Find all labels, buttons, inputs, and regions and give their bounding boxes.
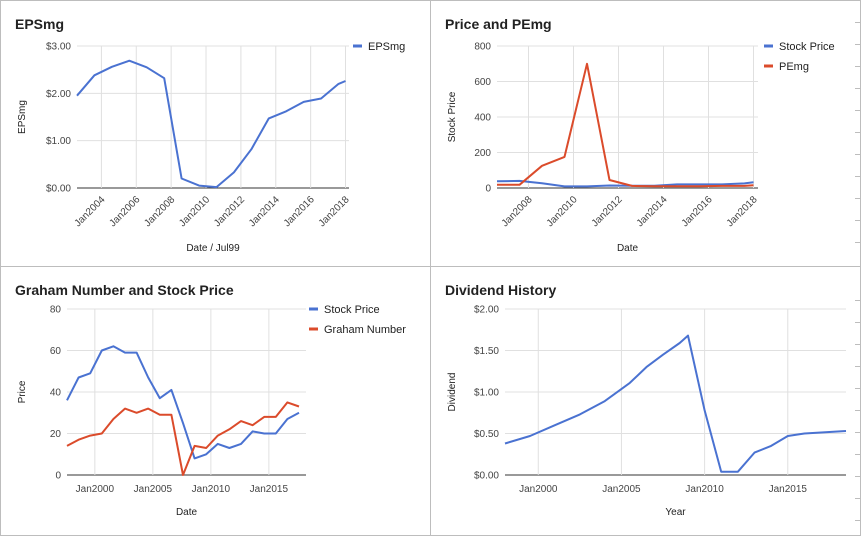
- edge-divider: [855, 300, 861, 301]
- x-tick-label: Jan2010: [545, 194, 580, 229]
- series-line-dividend: [504, 334, 847, 473]
- x-axis-label: Date: [617, 243, 639, 254]
- edge-divider: [855, 176, 861, 177]
- legend-label: Stock Price: [779, 41, 835, 53]
- y-axis-label: EPSmg: [17, 100, 28, 134]
- y-tick-label: $0.00: [46, 184, 71, 195]
- y-tick-label: 80: [50, 305, 62, 316]
- edge-divider: [855, 454, 861, 455]
- y-tick-label: $3.00: [46, 42, 71, 53]
- y-tick-label: 600: [474, 77, 491, 88]
- x-tick-label: Jan2014: [635, 194, 670, 229]
- y-tick-label: $1.00: [46, 136, 71, 147]
- edge-divider: [855, 22, 861, 23]
- edge-divider: [855, 110, 861, 111]
- edge-divider: [855, 520, 861, 521]
- edge-divider: [855, 242, 861, 243]
- y-tick-label: $0.00: [474, 471, 499, 482]
- edge-divider: [855, 388, 861, 389]
- y-tick-label: 0: [485, 184, 491, 195]
- y-tick-label: 40: [50, 388, 62, 399]
- y-tick-label: 800: [474, 42, 491, 53]
- edge-divider: [855, 410, 861, 411]
- chart-svg: Dividend History $0.00 $0.50 $1.00 $1.50 $2.0…: [445, 282, 847, 518]
- series-line-pemg: [497, 62, 754, 188]
- chart-svg: Graham Number and Stock Price 0 20 40 60 80 Ja…: [15, 282, 406, 518]
- edge-divider: [855, 366, 861, 367]
- x-tick-label: Jan2010: [177, 194, 212, 229]
- legend-label: EPSmg: [368, 41, 405, 53]
- y-axis-label: Dividend: [447, 373, 458, 412]
- y-axis-label: Stock Price: [447, 91, 458, 142]
- y-tick-label: $0.50: [474, 429, 499, 440]
- y-tick-label: 0: [55, 471, 61, 482]
- x-tick-label: Jan2018: [725, 194, 760, 229]
- y-tick-label: $1.00: [474, 388, 499, 399]
- series-line-epsmg: [76, 59, 346, 189]
- x-tick-label: Jan2005: [134, 484, 173, 495]
- x-tick-label: Jan2004: [73, 194, 108, 229]
- chart-svg: Price and PEmg 0 200 400 600 800 Jan2008 Jan201…: [445, 16, 835, 254]
- x-tick-label: Jan2006: [107, 194, 142, 229]
- x-tick-label: Jan2012: [212, 194, 247, 229]
- y-axis-label: Price: [17, 380, 28, 403]
- legend-label: Stock Price: [324, 304, 380, 316]
- x-tick-label: Jan2012: [590, 194, 625, 229]
- eps-chart-panel: EPSmg $0.00 $1.00 $2.00 $3.00 Jan2004 Jan2006 J…: [0, 0, 431, 267]
- x-tick-label: Jan2000: [519, 484, 558, 495]
- price-pe-chart-panel: Price and PEmg 0 200 400 600 800 Jan2008 Jan201…: [430, 0, 861, 267]
- y-tick-label: 200: [474, 148, 491, 159]
- y-tick-label: 20: [50, 429, 62, 440]
- dividend-chart-panel: Dividend History $0.00 $0.50 $1.00 $1.50 $2.0…: [430, 266, 861, 536]
- edge-divider: [855, 132, 861, 133]
- x-tick-label: Jan2016: [282, 194, 317, 229]
- edge-divider: [855, 88, 861, 89]
- edge-divider: [855, 44, 861, 45]
- edge-divider: [855, 220, 861, 221]
- chart-title: Price and PEmg: [445, 16, 552, 32]
- x-tick-label: Jan2016: [680, 194, 715, 229]
- x-axis-label: Year: [665, 507, 686, 518]
- edge-divider: [855, 476, 861, 477]
- x-tick-label: Jan2010: [685, 484, 724, 495]
- x-tick-label: Jan2008: [142, 194, 177, 229]
- chart-title: Graham Number and Stock Price: [15, 282, 234, 298]
- x-tick-label: Jan2000: [76, 484, 115, 495]
- x-tick-label: Jan2015: [769, 484, 808, 495]
- legend-label: PEmg: [779, 61, 809, 73]
- series-line-stock-price: [66, 345, 300, 460]
- edge-divider: [855, 154, 861, 155]
- x-tick-label: Jan2008: [500, 194, 535, 229]
- edge-divider: [855, 344, 861, 345]
- x-tick-label: Jan2005: [602, 484, 641, 495]
- edge-divider: [855, 432, 861, 433]
- chart-title: EPSmg: [15, 16, 64, 32]
- edge-divider: [855, 198, 861, 199]
- x-axis-label: Date: [176, 507, 198, 518]
- series-line-graham-number: [66, 401, 300, 476]
- edge-divider: [855, 66, 861, 67]
- x-tick-label: Jan2014: [247, 194, 282, 229]
- x-tick-label: Jan2018: [317, 194, 352, 229]
- legend-label: Graham Number: [324, 324, 406, 336]
- y-tick-label: 400: [474, 113, 491, 124]
- x-tick-label: Jan2015: [250, 484, 289, 495]
- graham-chart-panel: Graham Number and Stock Price 0 20 40 60 80 Ja…: [0, 266, 431, 536]
- y-tick-label: $2.00: [474, 305, 499, 316]
- y-tick-label: $1.50: [474, 346, 499, 357]
- edge-divider: [855, 498, 861, 499]
- y-tick-label: 60: [50, 346, 62, 357]
- chart-title: Dividend History: [445, 282, 556, 298]
- edge-divider: [855, 322, 861, 323]
- y-tick-label: $2.00: [46, 89, 71, 100]
- x-tick-label: Jan2010: [192, 484, 231, 495]
- x-axis-label: Date / Jul99: [186, 243, 240, 254]
